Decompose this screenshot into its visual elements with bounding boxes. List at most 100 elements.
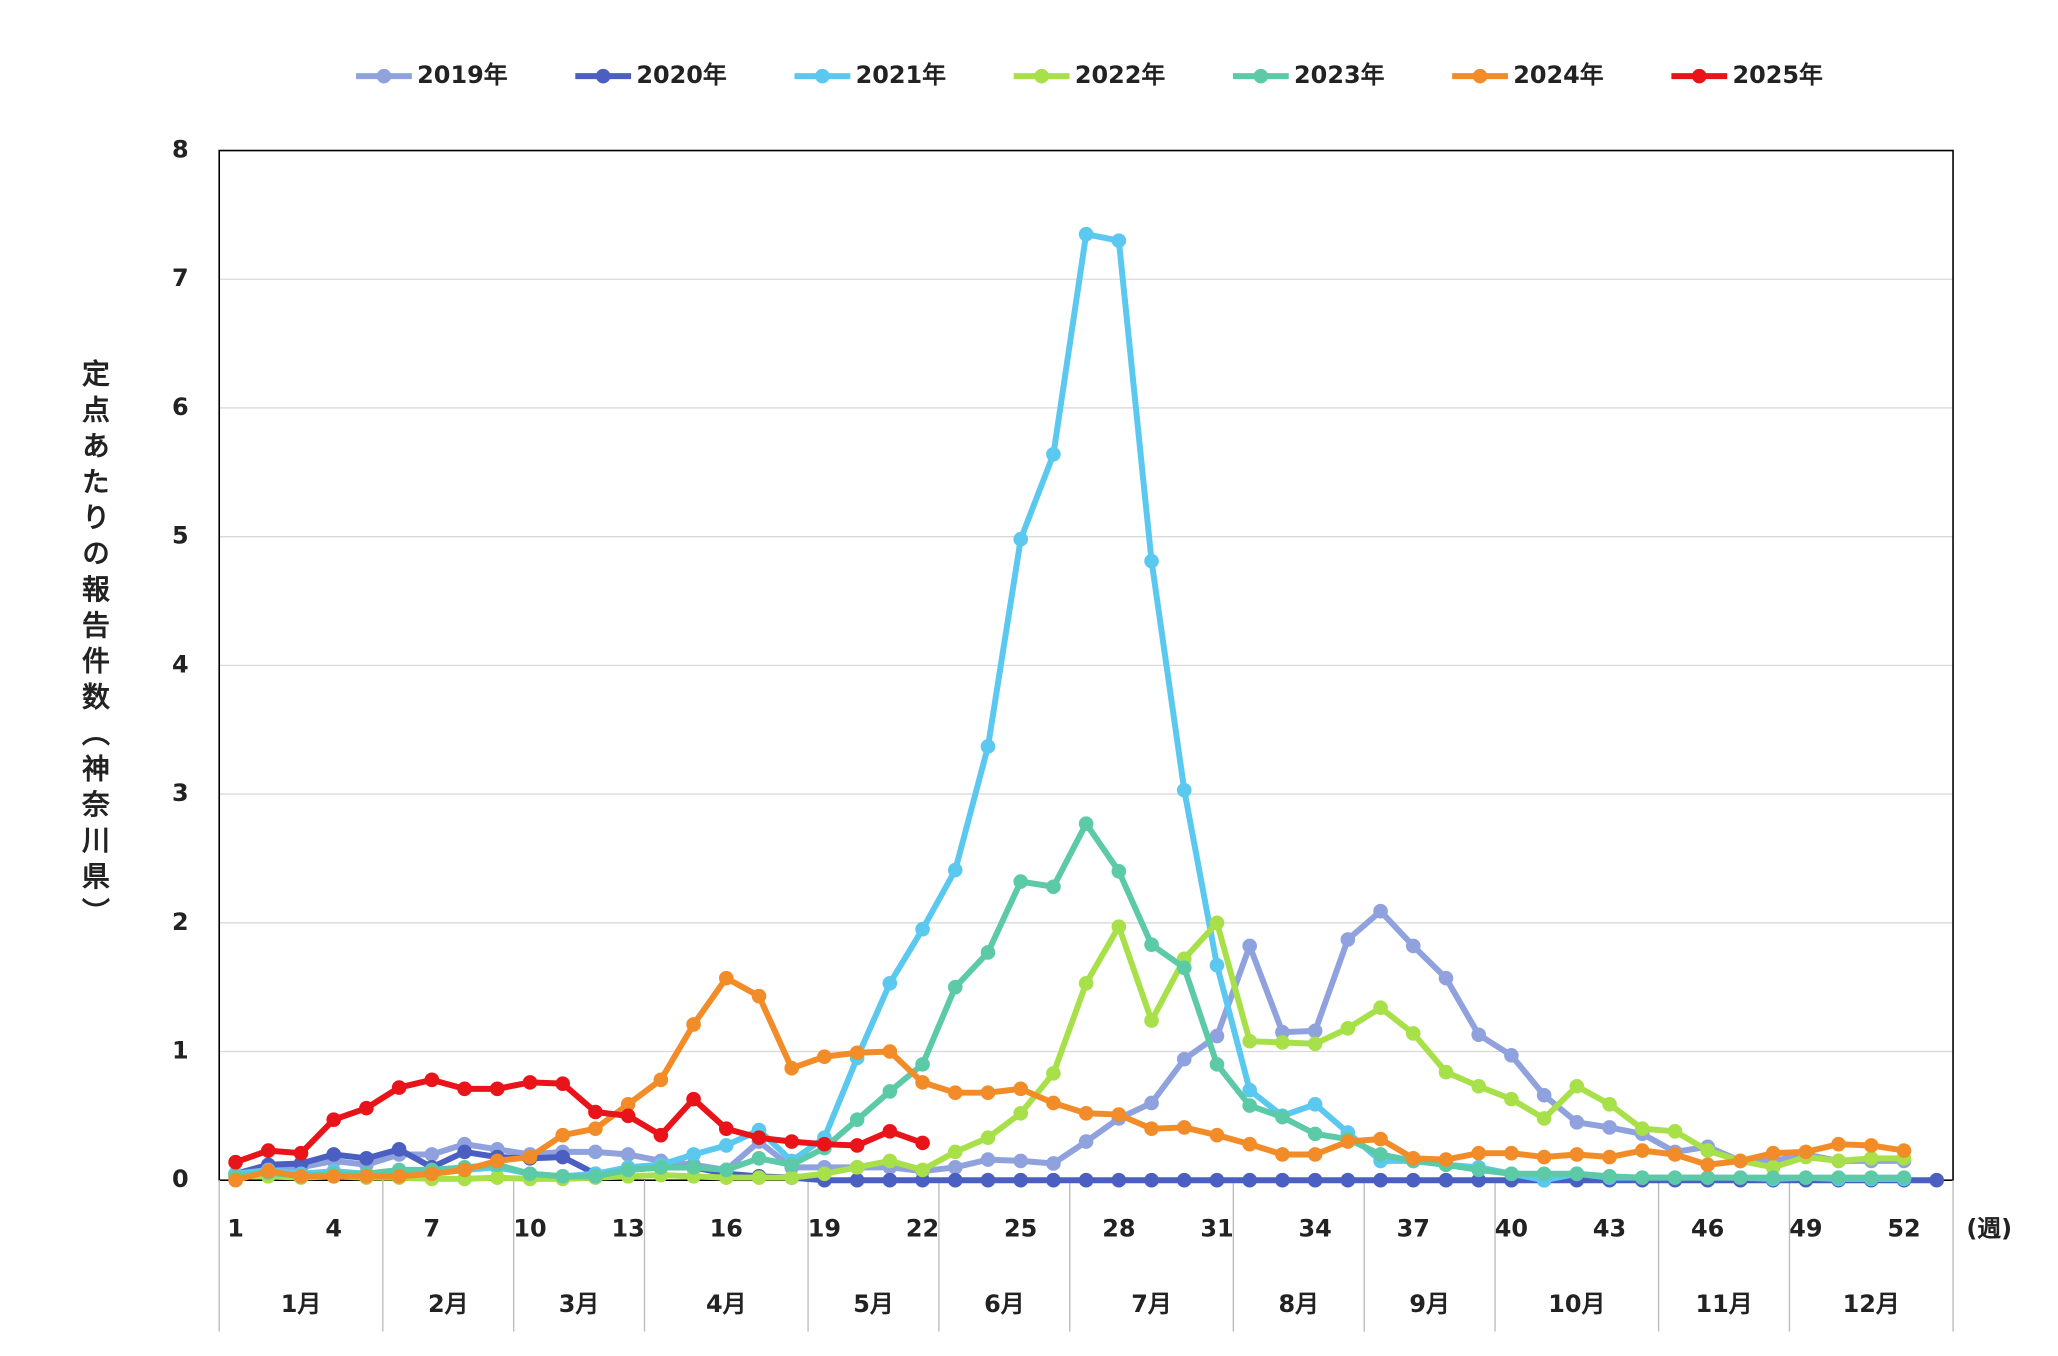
data-point [1176, 1172, 1192, 1188]
x-tick-label: 43 [1593, 1214, 1626, 1242]
data-point [1176, 782, 1192, 798]
data-point [784, 1134, 800, 1149]
x-tick-label: 10 [513, 1214, 546, 1242]
x-tick-label: 13 [611, 1214, 644, 1242]
data-point [1275, 1172, 1290, 1188]
data-point [1700, 1143, 1715, 1158]
data-point [980, 1130, 996, 1146]
data-point [1046, 1066, 1061, 1081]
data-point [882, 1044, 898, 1059]
data-point [1405, 1172, 1421, 1188]
data-point [1634, 1143, 1650, 1158]
data-point [1569, 1114, 1585, 1130]
data-point [391, 1169, 407, 1184]
data-point [1275, 1024, 1290, 1040]
legend-marker [815, 68, 830, 84]
data-point [326, 1112, 342, 1128]
series-line [235, 820, 1904, 1181]
y-tick-label: 2 [172, 908, 189, 936]
data-point [260, 1143, 276, 1158]
data-point [1144, 937, 1159, 952]
data-point [1307, 1096, 1323, 1112]
data-point [1405, 1026, 1421, 1041]
data-point [1209, 915, 1225, 931]
data-point [1536, 1166, 1552, 1182]
x-tick-label: 1 [227, 1214, 244, 1242]
data-point [359, 1151, 374, 1166]
series-line [234, 1076, 924, 1166]
data-point [457, 1162, 472, 1178]
data-point [1471, 1145, 1487, 1161]
data-point [686, 1017, 701, 1032]
data-point [620, 1147, 636, 1162]
data-point [1307, 1023, 1323, 1039]
data-point [1373, 1172, 1388, 1188]
data-point [751, 1170, 767, 1185]
data-point [1046, 1156, 1061, 1171]
data-point [1765, 1170, 1781, 1185]
x-tick-label: 34 [1298, 1214, 1331, 1242]
data-point [1275, 1147, 1290, 1162]
data-point [882, 975, 898, 991]
data-point [1373, 1131, 1388, 1147]
data-point [588, 1104, 603, 1120]
data-point [1144, 1121, 1159, 1137]
data-point [1438, 970, 1454, 986]
month-label: 11月 [1695, 1290, 1752, 1318]
data-point [751, 1151, 767, 1166]
y-tick-label: 7 [172, 264, 189, 292]
data-point [1471, 1027, 1487, 1043]
month-label: 12月 [1843, 1290, 1900, 1318]
data-point [1831, 1136, 1846, 1152]
data-point [1438, 1064, 1454, 1080]
data-point [1275, 1035, 1290, 1050]
data-point [849, 1045, 865, 1061]
data-point [1340, 1172, 1356, 1188]
data-point [1078, 1134, 1094, 1149]
data-point [653, 1072, 669, 1088]
data-point [1471, 1172, 1487, 1188]
data-point [1438, 1152, 1454, 1167]
data-point [1700, 1157, 1715, 1173]
data-point [1144, 1013, 1159, 1028]
data-point [1013, 1105, 1029, 1121]
data-point [359, 1169, 374, 1184]
data-point [1504, 1166, 1519, 1182]
data-point [1863, 1170, 1879, 1185]
data-point [522, 1075, 538, 1090]
data-point [1307, 1147, 1323, 1162]
data-point [1602, 1169, 1617, 1184]
data-point [1340, 1134, 1356, 1149]
data-point [1438, 1172, 1454, 1188]
data-point [1602, 1149, 1617, 1165]
month-label: 2月 [428, 1290, 469, 1318]
month-label: 1月 [281, 1290, 322, 1318]
data-point [1929, 1172, 1944, 1188]
data-point [1307, 1036, 1323, 1052]
data-point [686, 1091, 701, 1107]
month-label: 6月 [984, 1290, 1025, 1318]
data-point [947, 1144, 963, 1160]
data-point [1144, 1172, 1159, 1188]
month-label: 4月 [706, 1290, 747, 1318]
data-point [1536, 1087, 1552, 1103]
data-point [1111, 864, 1127, 879]
data-point [588, 1121, 603, 1137]
series-line [234, 975, 1905, 1184]
data-point [817, 1049, 832, 1064]
data-point [1046, 446, 1061, 462]
y-tick-label: 6 [172, 393, 189, 421]
data-point [489, 1153, 505, 1169]
data-point [1013, 1153, 1029, 1169]
legend-label: 2019年 [417, 61, 508, 89]
data-point [1144, 1095, 1159, 1111]
month-label: 7月 [1131, 1290, 1172, 1318]
data-point [1176, 960, 1192, 976]
data-point [1700, 1170, 1715, 1185]
data-point [228, 1154, 243, 1170]
data-point [1209, 1127, 1225, 1143]
data-point [620, 1108, 636, 1124]
data-point [1798, 1170, 1814, 1185]
legend-marker [1034, 68, 1049, 84]
